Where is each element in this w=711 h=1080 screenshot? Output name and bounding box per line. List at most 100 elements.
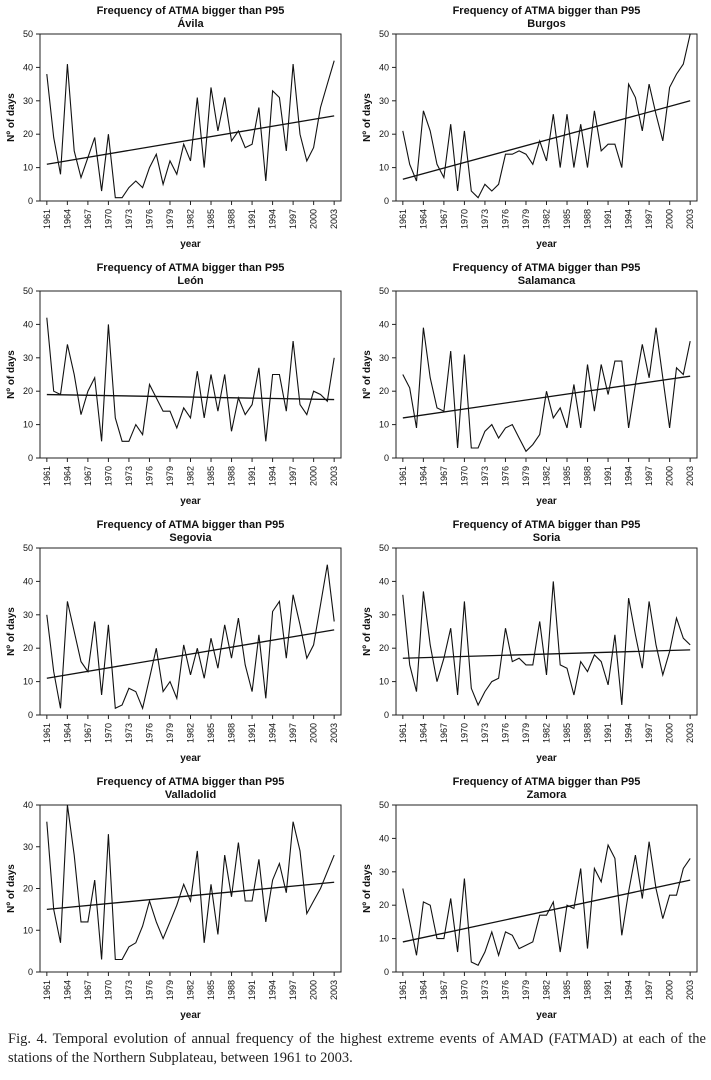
x-axis-label: year — [180, 753, 201, 764]
y-tick-label: 40 — [379, 62, 389, 72]
x-tick-label: 1976 — [500, 980, 510, 1000]
chart-svg: Frequency of ATMA bigger than P95Soria01… — [362, 519, 698, 764]
x-tick-label: 1985 — [206, 466, 216, 486]
chart-subtitle: Zamora — [527, 789, 568, 801]
x-tick-label: 1961 — [398, 466, 408, 486]
y-tick-label: 30 — [379, 96, 389, 106]
x-tick-label: 2003 — [329, 723, 339, 743]
x-tick-label: 1961 — [42, 466, 52, 486]
chart-title: Frequency of ATMA bigger than P95 — [453, 776, 641, 788]
x-tick-label: 1970 — [459, 980, 469, 1000]
x-tick-label: 2003 — [685, 209, 695, 229]
y-tick-label: 30 — [23, 842, 33, 852]
x-tick-label: 1994 — [268, 209, 278, 229]
y-tick-label: 20 — [379, 643, 389, 653]
chart-panel: Frequency of ATMA bigger than P95 Vallado… — [0, 771, 355, 1028]
x-tick-label: 1997 — [644, 466, 654, 486]
x-tick-label: 1973 — [480, 723, 490, 743]
x-tick-label: 1973 — [480, 209, 490, 229]
y-axis-label: Nº of days — [362, 864, 373, 913]
x-tick-label: 1988 — [583, 209, 593, 229]
x-tick-label: 1976 — [144, 466, 154, 486]
x-tick-label: 1967 — [439, 723, 449, 743]
x-tick-label: 1982 — [542, 980, 552, 1000]
x-axis-label: year — [536, 239, 557, 250]
x-tick-label: 2000 — [665, 209, 675, 229]
x-tick-label: 1994 — [624, 723, 634, 743]
x-axis-label: year — [180, 239, 201, 250]
y-tick-label: 0 — [384, 967, 389, 977]
x-tick-label: 1970 — [459, 723, 469, 743]
y-tick-label: 40 — [23, 800, 33, 810]
x-tick-label: 1997 — [288, 209, 298, 229]
x-tick-label: 1982 — [186, 723, 196, 743]
chart-title: Frequency of ATMA bigger than P95 — [453, 262, 641, 274]
y-tick-label: 0 — [384, 196, 389, 206]
x-tick-label: 1997 — [644, 723, 654, 743]
trend-line — [402, 100, 691, 180]
y-tick-label: 0 — [384, 453, 389, 463]
x-tick-label: 1979 — [521, 723, 531, 743]
x-tick-label: 1985 — [206, 209, 216, 229]
y-axis-label: Nº of days — [362, 93, 373, 142]
x-tick-label: 1964 — [418, 466, 428, 486]
y-axis-label: Nº of days — [362, 607, 373, 656]
x-tick-label: 1961 — [42, 723, 52, 743]
chart-title: Frequency of ATMA bigger than P95 — [453, 519, 641, 531]
x-tick-label: 1967 — [439, 466, 449, 486]
y-axis-label: Nº of days — [6, 93, 17, 142]
y-tick-label: 0 — [28, 710, 33, 720]
figure-grid: Frequency of ATMA bigger than P95 Ávila 0 1… — [0, 0, 698, 1028]
y-tick-label: 50 — [23, 29, 33, 39]
y-tick-label: 30 — [23, 96, 33, 106]
y-tick-label: 10 — [23, 420, 33, 430]
y-tick-label: 10 — [379, 677, 389, 687]
x-tick-label: 1997 — [644, 980, 654, 1000]
x-tick-label: 1967 — [83, 466, 93, 486]
y-tick-label: 40 — [23, 576, 33, 586]
x-tick-label: 1982 — [542, 209, 552, 229]
x-tick-label: 1976 — [144, 723, 154, 743]
chart-subtitle: Ávila — [177, 17, 204, 30]
plot-frame — [39, 33, 342, 202]
x-tick-label: 2000 — [309, 980, 319, 1000]
x-tick-label: 1976 — [144, 980, 154, 1000]
x-tick-label: 1991 — [603, 980, 613, 1000]
x-tick-label: 1994 — [268, 723, 278, 743]
chart-subtitle: Soria — [533, 532, 561, 544]
x-tick-label: 1979 — [165, 466, 175, 486]
x-tick-label: 1964 — [62, 209, 72, 229]
chart-title: Frequency of ATMA bigger than P95 — [97, 5, 285, 17]
x-tick-label: 1973 — [480, 466, 490, 486]
x-tick-label: 1979 — [165, 723, 175, 743]
x-tick-label: 1997 — [644, 209, 654, 229]
y-tick-label: 10 — [379, 934, 389, 944]
y-tick-label: 40 — [23, 319, 33, 329]
y-tick-label: 20 — [23, 386, 33, 396]
y-tick-label: 20 — [23, 129, 33, 139]
x-tick-label: 1961 — [42, 209, 52, 229]
y-axis-label: Nº of days — [6, 607, 17, 656]
x-tick-label: 1964 — [62, 723, 72, 743]
y-axis-label: Nº of days — [362, 350, 373, 399]
x-tick-label: 1991 — [247, 466, 257, 486]
trend-line — [46, 115, 335, 165]
x-tick-label: 1973 — [124, 980, 134, 1000]
x-tick-label: 1964 — [418, 723, 428, 743]
x-tick-label: 1964 — [418, 209, 428, 229]
y-tick-label: 10 — [23, 925, 33, 935]
y-tick-label: 40 — [379, 319, 389, 329]
x-tick-label: 2003 — [329, 980, 339, 1000]
x-tick-label: 1982 — [542, 466, 552, 486]
y-tick-label: 50 — [379, 543, 389, 553]
plot-frame — [39, 547, 342, 716]
y-tick-label: 10 — [23, 163, 33, 173]
chart-panel: Frequency of ATMA bigger than P95 Ávila 0 1… — [0, 0, 355, 257]
x-tick-label: 1970 — [103, 466, 113, 486]
chart-svg: Frequency of ATMA bigger than P95Salaman… — [362, 262, 698, 507]
x-tick-label: 1985 — [562, 209, 572, 229]
series-line — [46, 804, 335, 961]
x-tick-label: 1991 — [603, 723, 613, 743]
trend-line — [402, 879, 691, 943]
